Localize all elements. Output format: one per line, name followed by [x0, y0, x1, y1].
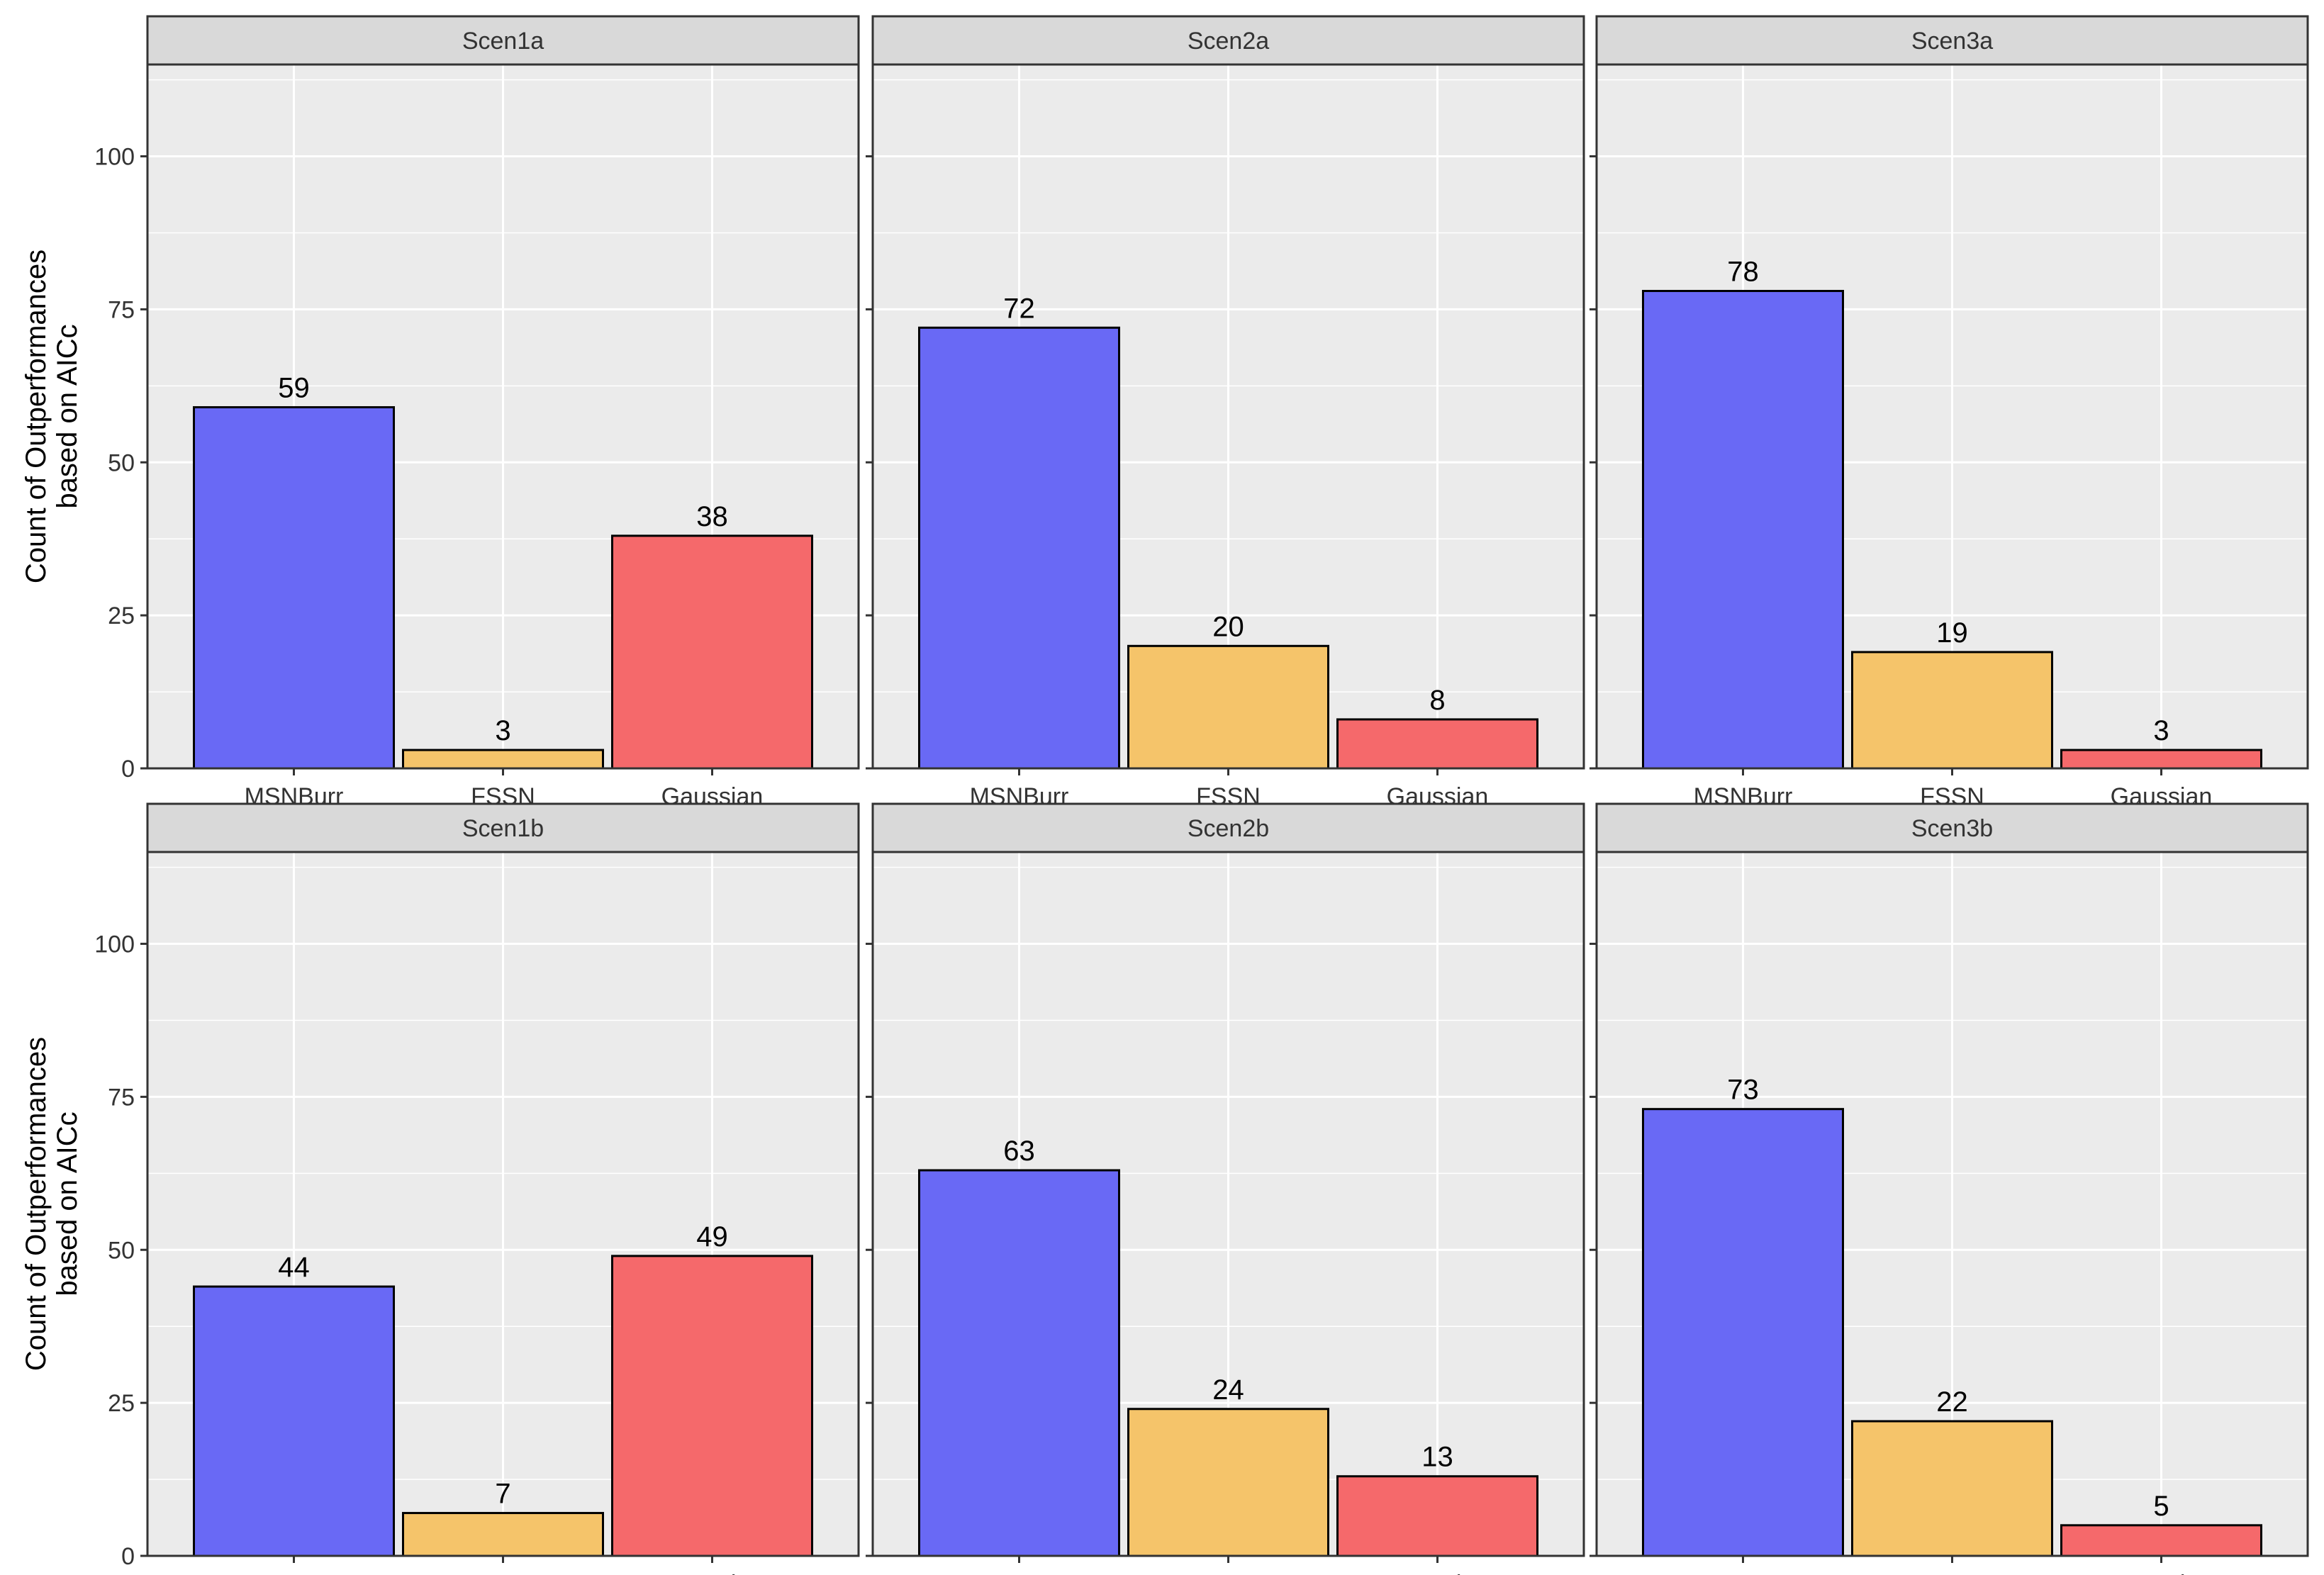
- data-label: 73: [1727, 1075, 1759, 1106]
- bar-MSNBurr: [193, 406, 395, 770]
- facet-panel-Scen1b: Scen1b 44 7 49 MSNBurr FSSN Gaussian 0 25 50 75 100: [94, 802, 860, 1575]
- y-axis-title-line: Count of Outperformances: [21, 250, 52, 583]
- data-label: 78: [1727, 256, 1759, 287]
- y-axis-title-row-2: Count of Outperformances based on AICc: [21, 1037, 83, 1371]
- x-tick-label: Gaussian: [2111, 1571, 2213, 1575]
- facet-strip: [871, 802, 1585, 853]
- bar-MSNBurr: [1642, 1108, 1844, 1557]
- bar-Gaussian: [1336, 1475, 1538, 1557]
- facet-panel-Scen2b: Scen2b 63 24 13 MSNBurr FSSN Gaussian: [866, 802, 1585, 1575]
- bar-FSSN: [1851, 1420, 2053, 1557]
- bar-MSNBurr: [1642, 289, 1844, 770]
- bar-Gaussian: [1336, 718, 1538, 770]
- x-tick-label: FSSN: [1920, 1571, 1984, 1575]
- x-tick-label: FSSN: [1196, 1571, 1261, 1575]
- y-tick-label: 100: [94, 144, 135, 171]
- bar-MSNBurr: [918, 1169, 1120, 1557]
- facet-strip: [146, 802, 860, 853]
- data-label: 38: [696, 501, 728, 532]
- bar-FSSN: [402, 1512, 604, 1557]
- x-tick-label: MSNBurr: [1694, 1571, 1793, 1575]
- facet-strip: [1595, 15, 2309, 66]
- data-label: 49: [696, 1221, 728, 1252]
- y-tick-label: 0: [121, 1543, 135, 1570]
- data-label: 3: [495, 715, 510, 746]
- facet-strip: [146, 15, 860, 66]
- y-tick-label: 25: [108, 602, 135, 629]
- bar-MSNBurr: [918, 326, 1120, 770]
- bar-Gaussian: [611, 1255, 813, 1557]
- x-tick-label: FSSN: [471, 1571, 535, 1575]
- bar-FSSN: [1127, 1408, 1329, 1557]
- y-axis-title-line: Count of Outperformances: [21, 1037, 52, 1371]
- facet-title: Scen1b: [462, 815, 544, 842]
- y-axis-title-row-1: Count of Outperformances based on AICc: [21, 250, 83, 583]
- data-label: 8: [1429, 685, 1445, 716]
- y-tick-label: 25: [108, 1390, 135, 1417]
- x-tick-label: Gaussian: [661, 1571, 764, 1575]
- facet-strip: [871, 15, 1585, 66]
- bar-Gaussian: [611, 534, 813, 770]
- data-label: 5: [2153, 1491, 2169, 1522]
- y-axis-title-line: based on AICc: [52, 1111, 83, 1296]
- data-label: 3: [2153, 715, 2169, 746]
- data-label: 13: [1421, 1442, 1453, 1473]
- data-label: 72: [1003, 293, 1035, 324]
- data-label: 63: [1003, 1136, 1035, 1167]
- data-label: 19: [1936, 617, 1968, 649]
- y-tick-label: 50: [108, 449, 135, 476]
- x-tick-label: MSNBurr: [970, 1571, 1069, 1575]
- bar-Gaussian: [2060, 1524, 2262, 1557]
- bar-FSSN: [402, 749, 604, 770]
- x-tick-label: MSNBurr: [245, 1571, 344, 1575]
- facet-title: Scen2b: [1188, 815, 1269, 842]
- facet-strip: [1595, 802, 2309, 853]
- y-tick-label: 75: [108, 296, 135, 323]
- bar-FSSN: [1127, 644, 1329, 770]
- bar-MSNBurr: [193, 1285, 395, 1557]
- data-label: 24: [1212, 1374, 1244, 1406]
- data-label: 7: [495, 1479, 510, 1510]
- facet-title: Scen3a: [1911, 28, 1993, 55]
- data-label: 22: [1936, 1386, 1968, 1418]
- y-tick-label: 75: [108, 1084, 135, 1111]
- facet-panel-Scen3b: Scen3b 73 22 5 MSNBurr FSSN Gaussian: [1590, 802, 2309, 1575]
- facet-title: Scen3b: [1911, 815, 1993, 842]
- data-label: 44: [278, 1252, 310, 1283]
- y-tick-label: 50: [108, 1237, 135, 1264]
- bar-Gaussian: [2060, 749, 2262, 770]
- data-label: 20: [1212, 611, 1244, 642]
- facet-title: Scen1a: [462, 28, 544, 55]
- y-tick-label: 100: [94, 931, 135, 958]
- y-axis-title-line: based on AICc: [52, 324, 83, 508]
- data-label: 59: [278, 373, 310, 404]
- facet-title: Scen2a: [1188, 28, 1269, 55]
- x-tick-label: Gaussian: [1387, 1571, 1489, 1575]
- bar-FSSN: [1851, 651, 2053, 770]
- y-tick-label: 0: [121, 756, 135, 783]
